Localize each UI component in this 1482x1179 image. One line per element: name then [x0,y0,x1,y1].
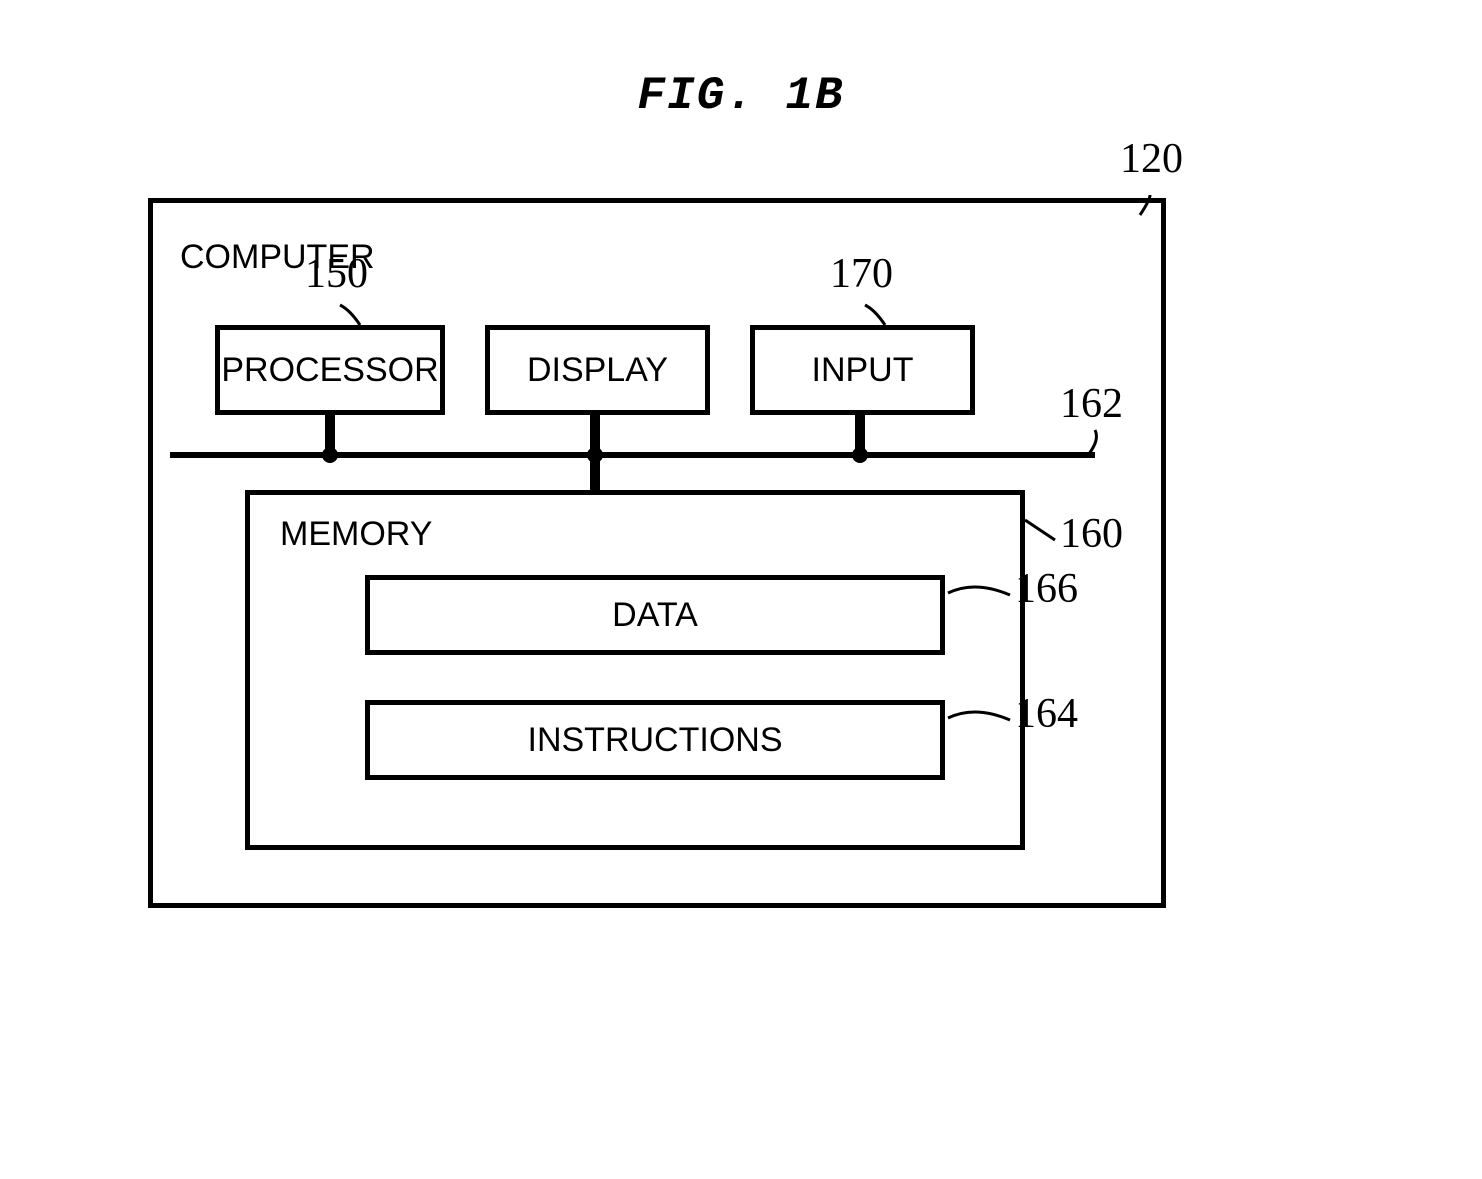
memory-label: MEMORY [280,515,432,554]
processor-ref: 150 [305,250,368,298]
instructions-label: INSTRUCTIONS [528,721,783,760]
display-block: DISPLAY [485,325,710,415]
processor-label: PROCESSOR [221,351,438,390]
computer-ref: 120 [1120,135,1183,183]
input-label: INPUT [812,351,914,390]
data-block: DATA [365,575,945,655]
input-ref: 170 [830,250,893,298]
processor-block: PROCESSOR [215,325,445,415]
instructions-block: INSTRUCTIONS [365,700,945,780]
data-label: DATA [612,596,698,635]
memory-ref: 160 [1060,510,1123,558]
bus-ref: 162 [1060,380,1123,428]
display-label: DISPLAY [527,351,668,390]
figure-title: FIG. 1B [637,70,844,122]
instructions-ref: 164 [1015,690,1078,738]
input-block: INPUT [750,325,975,415]
data-ref: 166 [1015,565,1078,613]
